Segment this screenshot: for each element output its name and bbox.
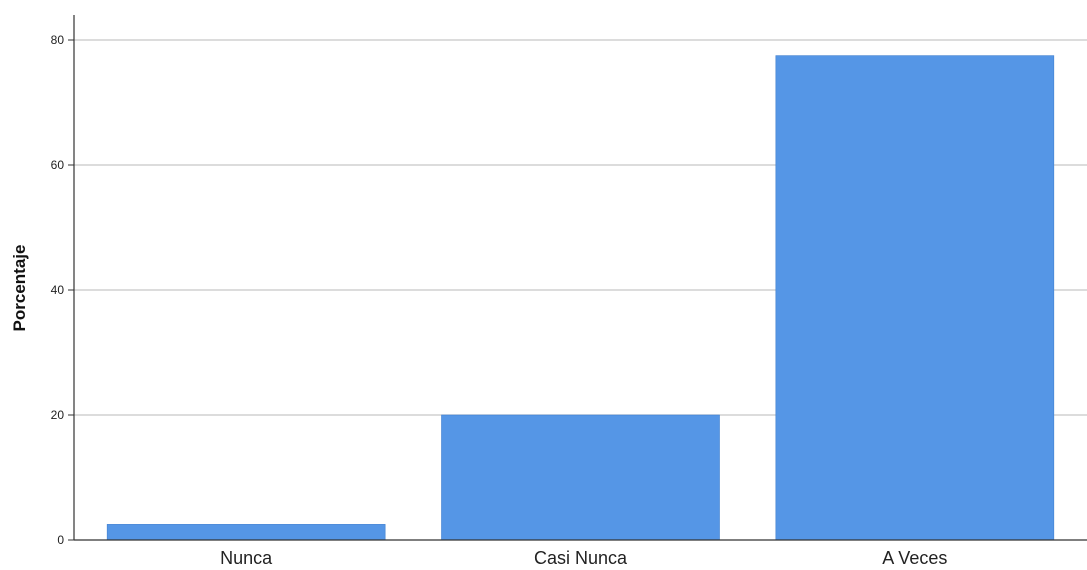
bar-a-veces <box>775 55 1055 541</box>
x-category-label: Nunca <box>220 548 273 568</box>
y-tick-label: 60 <box>51 158 65 172</box>
y-tick-label: 20 <box>51 408 65 422</box>
axis-labels: 0 20 40 60 80 Nunca Casi Nunca A Veces <box>51 33 948 568</box>
x-category-label: A Veces <box>882 548 947 568</box>
bar-casi-nunca <box>441 414 720 541</box>
axes <box>68 15 1087 541</box>
bars <box>106 55 1055 541</box>
x-category-label: Casi Nunca <box>534 548 628 568</box>
y-tick-label: 80 <box>51 33 65 47</box>
y-tick-label: 0 <box>57 533 64 547</box>
bar-nunca <box>106 524 386 541</box>
y-axis-title: Porcentaje <box>10 245 29 332</box>
y-tick-label: 40 <box>51 283 65 297</box>
